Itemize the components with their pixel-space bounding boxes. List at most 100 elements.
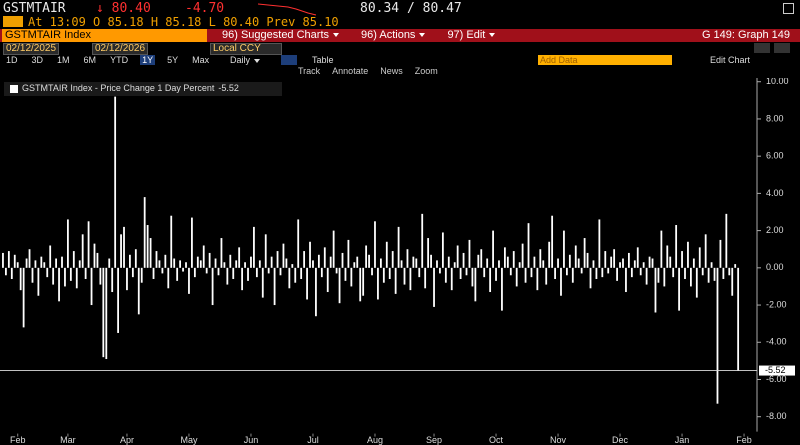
tool-button[interactable]: Zoom xyxy=(414,66,438,76)
bar xyxy=(669,256,672,268)
bar xyxy=(619,262,621,268)
bar xyxy=(99,267,102,285)
bar xyxy=(462,252,465,268)
bar xyxy=(67,219,69,268)
bar xyxy=(716,267,719,404)
add-data[interactable]: Add Data xyxy=(538,55,672,65)
period-button[interactable]: 5Y xyxy=(167,55,179,65)
bar xyxy=(379,258,382,268)
tool-button[interactable]: Annotate xyxy=(332,66,369,76)
bar xyxy=(687,241,689,268)
undo[interactable] xyxy=(754,43,770,53)
menu-label[interactable]: 96) Suggested Charts xyxy=(222,29,330,41)
menu-label[interactable]: 97) Edit xyxy=(447,29,486,41)
graph-name[interactable]: G 149: Graph 149 xyxy=(701,29,790,41)
currency[interactable]: Local CCY xyxy=(210,43,282,55)
bar xyxy=(672,267,675,278)
start-date[interactable]: 02/12/2025 xyxy=(3,43,60,55)
frequency[interactable]: Daily xyxy=(230,55,261,66)
bar xyxy=(512,251,515,268)
bar xyxy=(129,254,131,268)
bar xyxy=(362,267,365,296)
bar xyxy=(421,213,424,268)
x-tick-label: Feb xyxy=(10,435,26,445)
y-tick-label: 6.00 xyxy=(766,151,784,161)
bar xyxy=(317,254,320,268)
bar xyxy=(199,260,202,268)
bar xyxy=(247,267,249,281)
bar xyxy=(105,267,108,360)
bar xyxy=(13,254,16,268)
bar xyxy=(217,267,220,276)
sparkline xyxy=(258,3,317,16)
bar xyxy=(282,243,285,268)
bar xyxy=(492,230,494,268)
period-button[interactable]: YTD xyxy=(110,55,129,65)
bar xyxy=(630,267,633,278)
bar xyxy=(140,267,143,283)
bar xyxy=(533,256,536,268)
bar xyxy=(332,230,335,268)
bar xyxy=(418,267,421,278)
bar xyxy=(202,245,205,268)
bar xyxy=(695,267,698,298)
bar xyxy=(595,267,598,279)
y-tick-label: 8.00 xyxy=(766,113,784,123)
y-tick-label: 4.00 xyxy=(766,188,784,198)
bar xyxy=(713,267,716,281)
bar xyxy=(75,267,78,289)
menu-item[interactable]: 96) Actions xyxy=(361,29,426,41)
menu-item[interactable]: 97) Edit xyxy=(447,29,496,41)
tool-button[interactable]: News xyxy=(380,66,403,76)
security-name[interactable]: GSTMTAIR Index xyxy=(2,29,207,42)
bar xyxy=(114,96,117,268)
bar xyxy=(657,267,660,283)
bar xyxy=(678,267,680,311)
bar xyxy=(589,267,592,289)
bar xyxy=(536,267,539,291)
x-tick-label: Dec xyxy=(612,435,629,445)
bar xyxy=(430,254,432,268)
period-button[interactable]: Max xyxy=(192,55,210,65)
bar xyxy=(651,258,654,268)
bar xyxy=(397,226,400,268)
bar xyxy=(261,267,264,298)
table[interactable]: Table xyxy=(312,55,334,65)
period-button[interactable]: 6M xyxy=(83,55,97,65)
edit-chart[interactable]: Edit Chart xyxy=(710,55,751,65)
end-date[interactable]: 02/12/2026 xyxy=(92,43,149,55)
bar xyxy=(568,254,571,268)
bar xyxy=(465,267,468,276)
window-icon[interactable] xyxy=(783,3,794,14)
x-tick-label: Nov xyxy=(550,435,567,445)
tool-button[interactable]: Track xyxy=(298,66,321,76)
menu-item[interactable]: 96) Suggested Charts xyxy=(222,29,340,41)
bar xyxy=(264,234,267,268)
period-button[interactable]: 1D xyxy=(6,55,18,65)
legend-bg xyxy=(4,82,282,96)
bar xyxy=(542,260,545,268)
bar xyxy=(238,247,241,268)
chart-type[interactable] xyxy=(281,55,297,65)
bar xyxy=(441,232,444,268)
bar xyxy=(583,238,586,268)
bar xyxy=(244,262,246,268)
bar xyxy=(335,267,338,274)
bar xyxy=(598,219,601,268)
bar xyxy=(55,258,57,268)
redo[interactable] xyxy=(774,43,790,53)
menu-label[interactable]: 96) Actions xyxy=(361,29,416,41)
bar xyxy=(155,251,158,268)
period-button[interactable]: 1Y xyxy=(140,55,156,65)
bar xyxy=(660,230,663,268)
bid-ask: 80.34 / 80.47 xyxy=(360,1,462,16)
bar xyxy=(551,215,554,268)
frequency-label[interactable]: Daily xyxy=(230,55,251,65)
period-button[interactable]: 1M xyxy=(57,55,70,65)
bar xyxy=(616,267,618,281)
bar xyxy=(495,267,497,281)
bar xyxy=(164,254,167,268)
period-button[interactable]: 3D xyxy=(31,55,44,65)
bar xyxy=(350,267,353,287)
